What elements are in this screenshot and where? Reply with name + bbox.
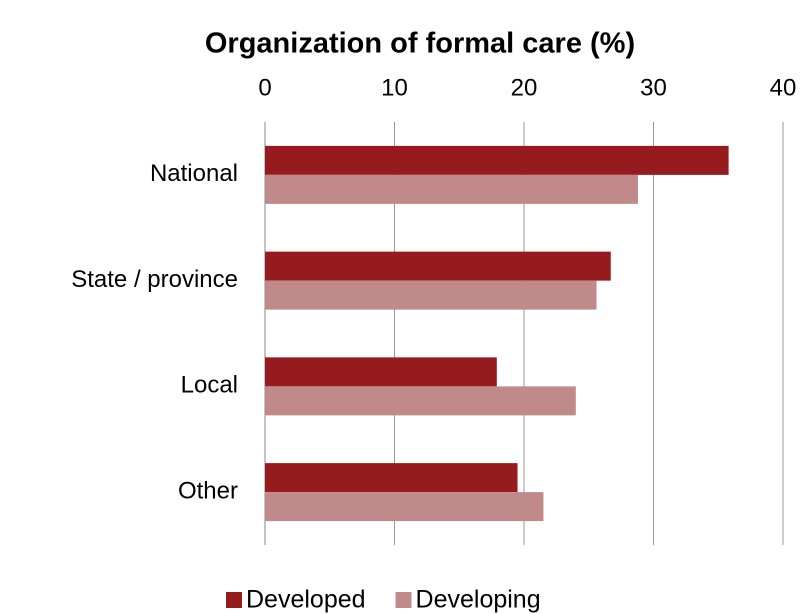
bar: [265, 492, 544, 522]
legend-swatch: [395, 592, 412, 608]
bar: [265, 463, 518, 493]
x-tick-label: 40: [770, 74, 797, 101]
x-tick-label: 20: [511, 74, 538, 101]
y-tick-label: Local: [181, 372, 238, 399]
y-tick-label: National: [150, 160, 238, 187]
x-tick-label: 30: [640, 74, 667, 101]
x-tick-label: 0: [258, 74, 271, 101]
legend-label: Developing: [416, 586, 541, 614]
legend-label: Developed: [246, 586, 366, 614]
bar: [265, 386, 576, 416]
bar: [265, 280, 597, 310]
chart-title: Organization of formal care (%): [205, 28, 635, 60]
y-tick-label: Other: [178, 477, 238, 504]
bar: [265, 145, 729, 175]
y-tick-label: State / province: [71, 266, 238, 293]
legend-swatch: [226, 592, 242, 608]
x-tick-label: 10: [381, 74, 408, 101]
bar: [265, 251, 611, 281]
bar: [265, 357, 497, 387]
bar: [265, 174, 638, 204]
